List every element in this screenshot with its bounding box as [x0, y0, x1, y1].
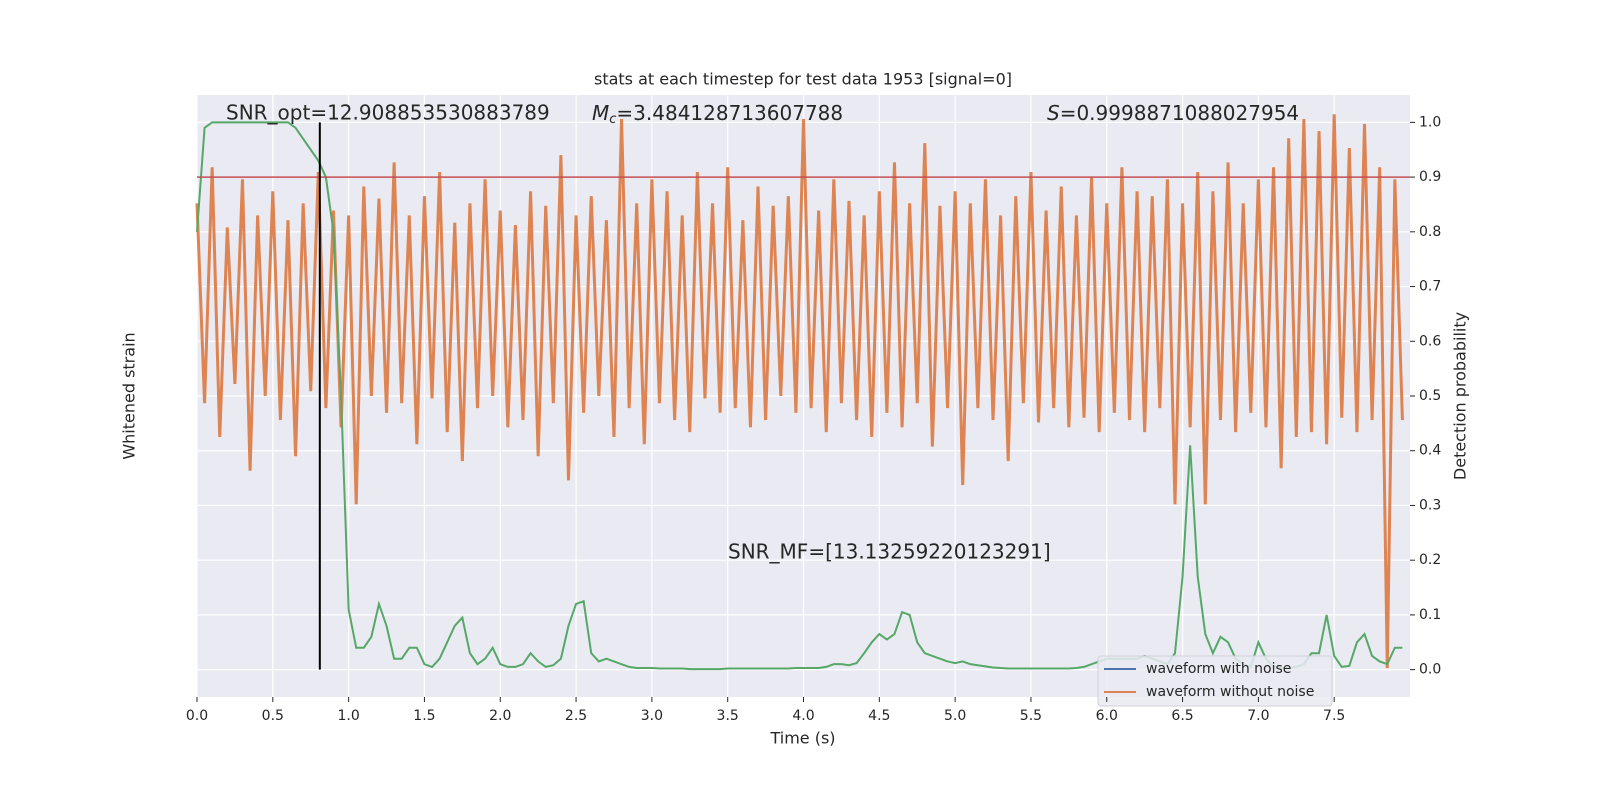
x-tick-label: 2.0: [489, 708, 511, 724]
annotation-text: =3.484128713607788: [616, 101, 843, 125]
subscript: c: [609, 112, 616, 127]
symbol: S: [1047, 101, 1060, 125]
annotations: SNR_opt=12.908853530883789 Mc=3.48412871…: [226, 101, 1299, 564]
chart-title: stats at each timestep for test data 195…: [594, 70, 1012, 89]
series-line: [196, 121, 1403, 671]
annotation: SNR_opt=12.908853530883789: [226, 101, 550, 125]
legend-label: waveform with noise: [1146, 661, 1291, 677]
x-tick-label: 0.5: [262, 708, 284, 724]
marks: [195, 114, 1410, 671]
x-tick-label: 1.0: [337, 708, 359, 724]
annotation: SNR_MF=[13.13259220123291]: [728, 540, 1051, 564]
y2-tick-label: 0.7: [1419, 279, 1441, 295]
x-tick-label: 1.5: [413, 708, 435, 724]
x-tick-label: 2.5: [565, 708, 587, 724]
y2-tick-label: 0.0: [1419, 662, 1441, 678]
annotation: Mc=3.484128713607788: [592, 101, 843, 127]
x-tick-label: 7.5: [1323, 708, 1345, 724]
annotation-text: =0.9998871088027954: [1060, 101, 1299, 125]
y2-tick-label: 0.8: [1419, 224, 1441, 240]
series-line: [195, 114, 1404, 669]
legend-box: [1097, 655, 1333, 707]
legend-label: waveform without noise: [1146, 684, 1314, 700]
y2-tick-label: 0.1: [1419, 607, 1441, 623]
x-tick-label: 5.0: [944, 708, 966, 724]
y2-tick-label: 1.0: [1419, 114, 1441, 130]
y-axis-label: Whitened strain: [120, 332, 139, 459]
y2-tick-label: 0.6: [1419, 333, 1441, 349]
x-tick-label: 6.0: [1096, 708, 1118, 724]
y2-tick-label: 0.3: [1419, 497, 1441, 513]
x-tick-label: 5.5: [1020, 708, 1042, 724]
x-tick-label: 6.5: [1171, 708, 1193, 724]
symbol: M: [592, 101, 609, 125]
x-tick-label: 7.0: [1247, 708, 1269, 724]
y2-tick-label: 0.4: [1419, 443, 1441, 459]
y2-tick-label: 0.9: [1419, 169, 1441, 185]
x-tick-label: 4.5: [868, 708, 890, 724]
y2-tick-label: 0.5: [1419, 388, 1441, 404]
x-tick-label: 3.5: [717, 708, 739, 724]
y2-tick-label: 0.2: [1419, 552, 1441, 568]
x-tick-label: 0.0: [186, 708, 208, 724]
legend: waveform with noise waveform without nois…: [1097, 655, 1333, 707]
x-tick-label: 3.0: [641, 708, 663, 724]
y2-axis-label: Detection probability: [1451, 312, 1470, 480]
x-axis-label: Time (s): [769, 729, 835, 748]
x-tick-label: 4.0: [792, 708, 814, 724]
annotation: S=0.9998871088027954: [1047, 101, 1299, 125]
